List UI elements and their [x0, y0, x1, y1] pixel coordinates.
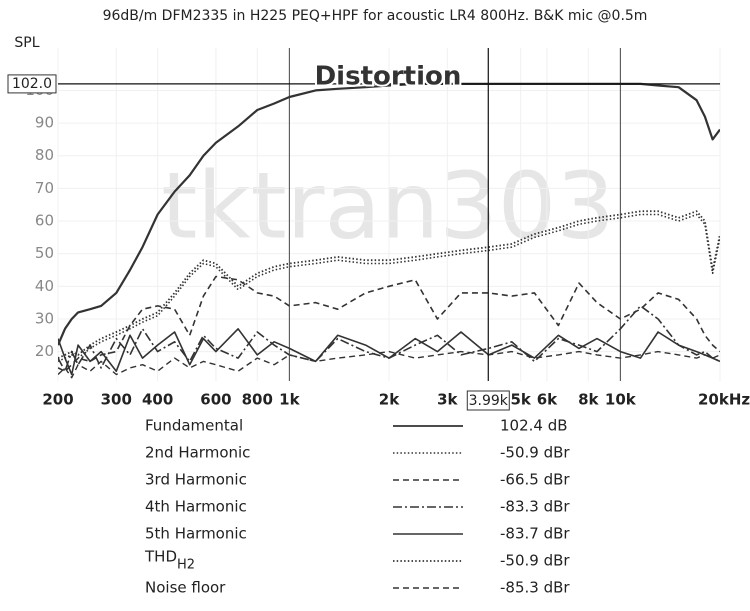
legend-label: 4th Harmonic — [145, 498, 247, 516]
x-tick-label: 10k — [605, 391, 637, 409]
legend-value: 102.4 dB — [500, 417, 568, 435]
legend-label: 3rd Harmonic — [145, 471, 247, 489]
legend-label-sub: H2 — [177, 558, 195, 573]
cursor-label: 3.99k — [469, 393, 509, 409]
legend-label: 5th Harmonic — [145, 525, 247, 543]
chart-title: 96dB/m DFM2335 in H225 PEQ+HPF for acous… — [103, 8, 648, 24]
x-tick-label: 5k — [511, 391, 532, 409]
y-tick-label: 70 — [35, 179, 54, 197]
watermark: tktran303 — [161, 152, 615, 259]
cursor-box — [7, 74, 57, 94]
x-tick-label: 2k — [379, 391, 400, 409]
y-axis-label: SPL — [14, 35, 39, 51]
x-tick-label: 300 — [101, 391, 132, 409]
x-tick-label: 6k — [537, 391, 558, 409]
legend-label: 2nd Harmonic — [145, 444, 250, 462]
cursor-label: 102.0 — [12, 76, 52, 92]
series-line — [58, 275, 720, 372]
legend-label: Fundamental — [145, 417, 243, 435]
y-tick-label: 20 — [35, 342, 54, 360]
y-tick-label: 40 — [35, 277, 54, 295]
cursor-box — [466, 390, 510, 411]
legend-value: -50.9 dBr — [500, 444, 570, 462]
x-tick-label: 200 — [42, 391, 73, 409]
x-tick-label: 3k — [437, 391, 458, 409]
y-tick-label: 80 — [35, 146, 54, 164]
x-tick-label: 600 — [200, 391, 231, 409]
x-tick-label: 800 — [242, 391, 273, 409]
x-tick-label: 8k — [578, 391, 599, 409]
legend-value: -83.3 dBr — [500, 498, 570, 516]
y-tick-label: 50 — [35, 244, 54, 262]
series-line — [58, 328, 720, 376]
legend-value: -50.9 dBr — [500, 552, 570, 570]
legend-value: -83.7 dBr — [500, 525, 570, 543]
legend-value: -66.5 dBr — [500, 471, 570, 489]
x-tick-label: 1k — [279, 391, 300, 409]
legend-value: -85.3 dBr — [500, 579, 570, 597]
x-tick-label: 20kHz — [698, 391, 750, 409]
legend-label: Noise floor — [145, 579, 226, 597]
x-tick-label: 400 — [142, 391, 173, 409]
y-tick-label: 30 — [35, 309, 54, 327]
annotation: Distortion — [315, 62, 462, 92]
legend-label: THD — [144, 548, 177, 566]
y-tick-label: 90 — [35, 114, 54, 132]
y-tick-label: 60 — [35, 212, 54, 230]
